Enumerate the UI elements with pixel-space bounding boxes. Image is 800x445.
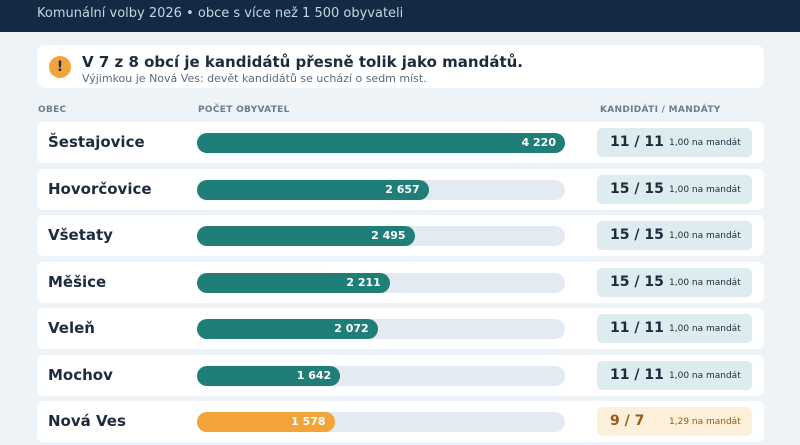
ratio-badge: 15 / 15 1,00 na mandát bbox=[597, 221, 752, 250]
bar-value-label: 1 642 bbox=[296, 368, 332, 382]
per-mandate-label: 1,29 na mandát bbox=[669, 417, 741, 427]
candidates-mandates-ratio: 15 / 15 bbox=[610, 227, 664, 243]
ratio-badge: 15 / 15 1,00 na mandát bbox=[597, 267, 752, 297]
bar-track: 2 072 bbox=[197, 319, 565, 339]
candidates-mandates-ratio: 15 / 15 bbox=[610, 273, 664, 290]
callout-note: Výjimkou je Nová Ves: devět kandidátů se… bbox=[82, 72, 427, 85]
table-row: Mochov 1 642 11 / 11 1,00 na mandát bbox=[37, 354, 764, 396]
table-row: Šestajovice 4 220 11 / 11 1,00 na mandát bbox=[37, 122, 764, 163]
per-mandate-label: 1,00 na mandát bbox=[669, 277, 741, 288]
table-row: Všetaty 2 495 15 / 15 1,00 na mandát bbox=[37, 215, 764, 256]
bar-value-label: 2 211 bbox=[346, 275, 381, 289]
table-row: Hovorčovice 2 657 15 / 15 1,00 na mandát bbox=[37, 168, 764, 210]
bar-track: 2 495 bbox=[197, 226, 565, 246]
page-subtitle: Komunální volby 2026 • obce s více než 1… bbox=[37, 6, 404, 21]
summary-callout: ! V 7 z 8 obcí je kandidátů přesně tolik… bbox=[37, 45, 764, 88]
bar: 2 495 bbox=[197, 226, 415, 246]
page-header: Komunální volby 2026 • obce s více než 1… bbox=[0, 0, 800, 32]
ratio-badge: 11 / 11 1,00 na mandát bbox=[597, 128, 752, 157]
per-mandate-label: 1,00 na mandát bbox=[669, 184, 741, 195]
warning-icon: ! bbox=[49, 56, 71, 78]
bar: 4 220 bbox=[197, 133, 565, 153]
candidates-mandates-ratio: 15 / 15 bbox=[610, 180, 664, 197]
bar-track: 2 657 bbox=[197, 179, 565, 200]
ratio-badge: 9 / 7 1,29 na mandát bbox=[597, 407, 752, 436]
table-row: Nová Ves 1 578 9 / 7 1,29 na mandát bbox=[37, 401, 764, 442]
bar-value-label: 4 220 bbox=[521, 136, 556, 149]
municipality-name: Hovorčovice bbox=[48, 179, 152, 198]
bar: 2 657 bbox=[197, 179, 429, 200]
bar: 1 642 bbox=[197, 365, 341, 386]
municipality-name: Mochov bbox=[48, 365, 113, 384]
municipality-name: Měšice bbox=[48, 272, 107, 291]
bar: 2 211 bbox=[197, 272, 390, 293]
table-row: Měšice 2 211 15 / 15 1,00 na mandát bbox=[37, 261, 764, 303]
ratio-badge: 11 / 11 1,00 na mandát bbox=[597, 360, 752, 390]
bar: 2 072 bbox=[197, 319, 378, 339]
candidates-mandates-ratio: 9 / 7 bbox=[610, 413, 645, 429]
bar-track: 1 642 bbox=[197, 365, 565, 386]
column-header-obec: OBEC bbox=[38, 105, 67, 115]
candidates-mandates-ratio: 11 / 11 bbox=[610, 366, 664, 383]
municipality-name: Šestajovice bbox=[48, 133, 145, 151]
per-mandate-label: 1,00 na mandát bbox=[669, 324, 741, 334]
candidates-mandates-ratio: 11 / 11 bbox=[610, 320, 664, 336]
bar-track: 1 578 bbox=[197, 412, 565, 432]
bar-value-label: 2 072 bbox=[334, 322, 369, 335]
column-header-ratio: KANDIDÁTI / MANDÁTY bbox=[600, 105, 721, 115]
ratio-badge: 15 / 15 1,00 na mandát bbox=[597, 174, 752, 204]
callout-headline: V 7 z 8 obcí je kandidátů přesně tolik j… bbox=[82, 53, 523, 71]
bar-value-label: 2 657 bbox=[385, 182, 420, 196]
ratio-badge: 11 / 11 1,00 na mandát bbox=[597, 314, 752, 343]
bar-value-label: 1 578 bbox=[291, 415, 326, 428]
per-mandate-label: 1,00 na mandát bbox=[669, 370, 741, 381]
per-mandate-label: 1,00 na mandát bbox=[669, 231, 741, 241]
municipality-name: Všetaty bbox=[48, 226, 113, 244]
candidates-mandates-ratio: 11 / 11 bbox=[610, 134, 664, 150]
per-mandate-label: 1,00 na mandát bbox=[669, 138, 741, 148]
bar-value-label: 2 495 bbox=[371, 229, 406, 242]
bar: 1 578 bbox=[197, 412, 335, 432]
column-header-population: POČET OBYVATEL bbox=[198, 105, 290, 115]
bar-track: 4 220 bbox=[197, 133, 565, 153]
municipality-name: Veleň bbox=[48, 319, 95, 337]
municipality-name: Nová Ves bbox=[48, 412, 126, 430]
table-row: Veleň 2 072 11 / 11 1,00 na mandát bbox=[37, 308, 764, 349]
bar-track: 2 211 bbox=[197, 272, 565, 293]
